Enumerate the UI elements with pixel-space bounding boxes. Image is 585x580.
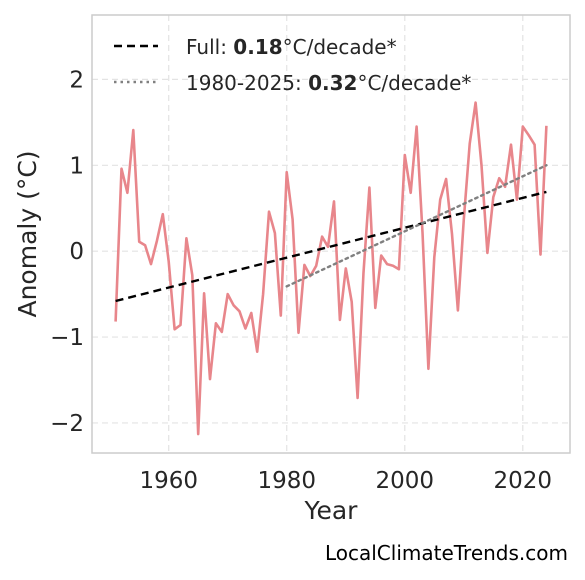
tick-labels: 1960 1980 2000 2020 −2 −1 0 1 2	[50, 67, 552, 494]
x-tick-label-2020: 2020	[494, 468, 553, 494]
site-credit: LocalClimateTrends.com	[325, 541, 568, 565]
y-axis-title: Anomaly (°C)	[13, 150, 42, 317]
legend-full-suffix: °C/decade*	[283, 35, 397, 59]
legend: Full: 0.18°C/decade* 1980-2025: 0.32°C/d…	[114, 35, 471, 95]
y-tick-label-1: 1	[69, 153, 84, 179]
y-tick-label-2: 2	[69, 67, 84, 93]
legend-recent-suffix: °C/decade*	[357, 71, 471, 95]
y-tick-label-0: 0	[69, 239, 84, 265]
legend-label-full: Full: 0.18°C/decade*	[186, 35, 397, 59]
y-tick-label--1: −1	[50, 325, 84, 351]
x-tick-label-2000: 2000	[375, 468, 434, 494]
x-tick-label-1980: 1980	[257, 468, 316, 494]
legend-recent-prefix: 1980-2025:	[186, 71, 308, 95]
legend-label-recent: 1980-2025: 0.32°C/decade*	[186, 71, 471, 95]
series-anomaly-line	[114, 101, 548, 436]
series-full-trend-line	[115, 190, 547, 303]
x-tick-label-1960: 1960	[139, 468, 198, 494]
legend-full-value: 0.18	[233, 35, 282, 59]
series-layer	[114, 101, 548, 436]
series-recent-trend-line	[285, 164, 548, 288]
grid	[92, 15, 570, 453]
x-axis-title: Year	[304, 496, 359, 525]
plot-frame	[91, 14, 571, 454]
legend-recent-value: 0.32	[308, 71, 357, 95]
y-tick-label--2: −2	[50, 411, 84, 437]
legend-full-prefix: Full:	[186, 35, 233, 59]
